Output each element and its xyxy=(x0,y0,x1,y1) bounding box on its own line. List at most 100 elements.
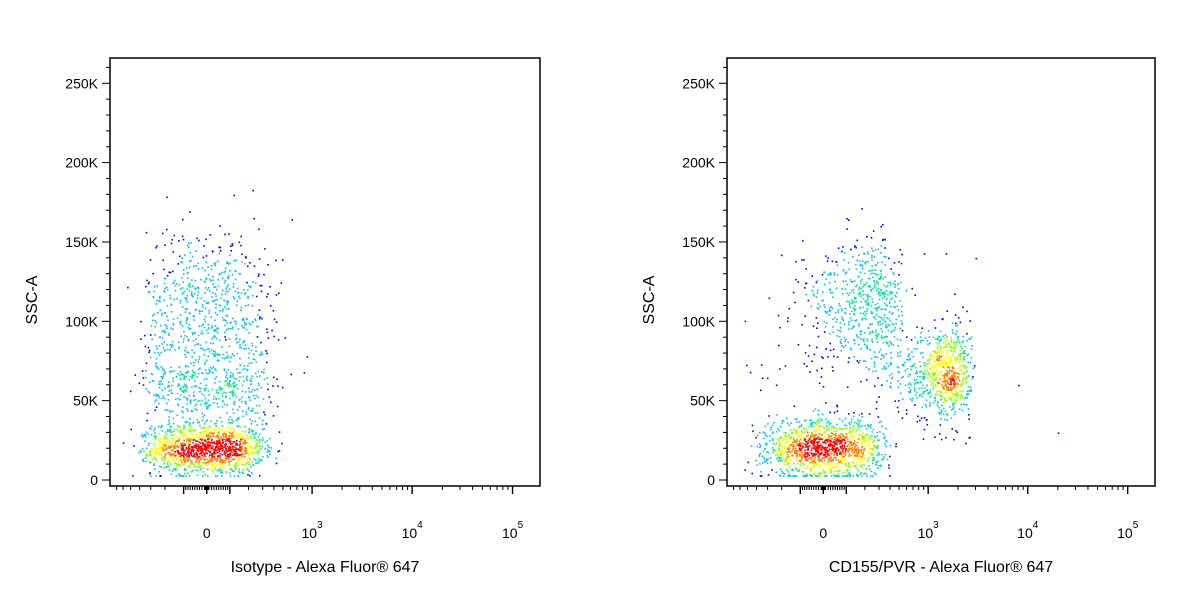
event-dot xyxy=(209,444,211,447)
event-dot xyxy=(777,454,780,456)
event-dot xyxy=(161,343,163,345)
event-dot xyxy=(234,451,237,453)
event-dot xyxy=(256,462,259,464)
event-dot xyxy=(785,440,787,442)
event-dot xyxy=(804,431,807,433)
event-dot xyxy=(883,292,886,294)
event-dot xyxy=(193,332,195,334)
event-dot xyxy=(952,395,955,398)
event-dot xyxy=(851,447,854,449)
event-dot xyxy=(175,475,178,477)
event-dot xyxy=(836,423,838,426)
event-dot xyxy=(210,265,213,267)
event-dot xyxy=(186,370,189,373)
event-dot xyxy=(162,347,165,349)
event-dot xyxy=(218,441,220,444)
event-dot xyxy=(843,323,846,326)
event-dot xyxy=(848,422,850,424)
event-dot xyxy=(841,428,844,430)
event-dot xyxy=(211,455,213,458)
event-dot xyxy=(883,336,886,338)
event-dot xyxy=(854,446,856,448)
event-dot xyxy=(225,314,227,317)
event-dot xyxy=(858,460,861,463)
event-dot xyxy=(938,342,940,345)
event-dot xyxy=(934,436,936,438)
event-dot xyxy=(844,427,847,430)
event-dot xyxy=(216,449,219,451)
event-dot xyxy=(923,361,925,364)
event-dot xyxy=(207,475,209,477)
event-dot xyxy=(242,437,244,439)
event-dot xyxy=(227,437,229,440)
event-dot xyxy=(259,316,261,318)
event-dot xyxy=(805,435,808,437)
event-dot xyxy=(236,425,238,427)
event-dot xyxy=(167,319,169,321)
event-dot xyxy=(209,459,212,462)
event-dot xyxy=(166,385,169,388)
event-dot xyxy=(174,442,177,444)
event-dot xyxy=(856,442,859,444)
event-dot xyxy=(940,385,942,387)
event-dot xyxy=(942,366,945,368)
event-dot xyxy=(264,441,266,444)
event-dot xyxy=(897,345,899,347)
event-dot xyxy=(201,450,204,452)
event-dot xyxy=(862,473,865,475)
event-dot xyxy=(233,384,235,387)
event-dot xyxy=(241,396,243,399)
event-dot xyxy=(875,264,878,267)
event-dot xyxy=(211,352,214,355)
event-dot xyxy=(874,464,877,466)
event-dot xyxy=(185,319,188,322)
event-dot xyxy=(853,459,855,462)
event-dot xyxy=(938,348,940,351)
event-dot xyxy=(244,391,247,393)
event-dot xyxy=(848,431,850,434)
event-dot xyxy=(781,449,783,451)
y-axis-title: SSC-A xyxy=(24,275,41,324)
event-dot xyxy=(885,290,888,292)
event-dot xyxy=(830,469,832,471)
event-dot xyxy=(955,372,958,374)
event-dot xyxy=(159,309,162,311)
event-dot xyxy=(962,381,964,383)
event-dot xyxy=(859,455,862,458)
event-dot xyxy=(235,435,238,438)
event-dot xyxy=(770,426,772,429)
event-dot xyxy=(186,438,188,440)
event-dot xyxy=(278,292,280,294)
event-dot xyxy=(888,467,890,469)
event-dot xyxy=(795,433,797,436)
event-dot xyxy=(823,428,826,430)
event-dot xyxy=(197,445,199,447)
event-dot xyxy=(949,361,951,363)
event-dot xyxy=(169,349,171,351)
event-dot xyxy=(937,351,940,354)
event-dot xyxy=(973,366,976,368)
event-dot xyxy=(206,448,209,451)
event-dot xyxy=(185,458,187,461)
event-dot xyxy=(859,312,862,314)
event-dot xyxy=(152,448,154,450)
event-dot xyxy=(214,350,216,353)
event-dot xyxy=(882,238,885,241)
event-dot xyxy=(913,386,916,389)
event-dot xyxy=(249,323,252,326)
event-dot xyxy=(195,302,198,304)
event-dot xyxy=(906,367,909,370)
event-dot xyxy=(226,286,228,288)
event-dot xyxy=(822,291,824,293)
event-dot xyxy=(766,460,768,462)
event-dot xyxy=(204,292,206,294)
event-dot xyxy=(246,461,249,464)
event-dot xyxy=(788,462,790,465)
event-dot xyxy=(1018,384,1020,387)
event-dot xyxy=(962,351,965,353)
event-dot xyxy=(959,349,962,352)
event-dot xyxy=(873,361,875,363)
event-dot xyxy=(779,368,781,370)
event-dot xyxy=(256,444,259,446)
event-dot xyxy=(871,462,874,465)
